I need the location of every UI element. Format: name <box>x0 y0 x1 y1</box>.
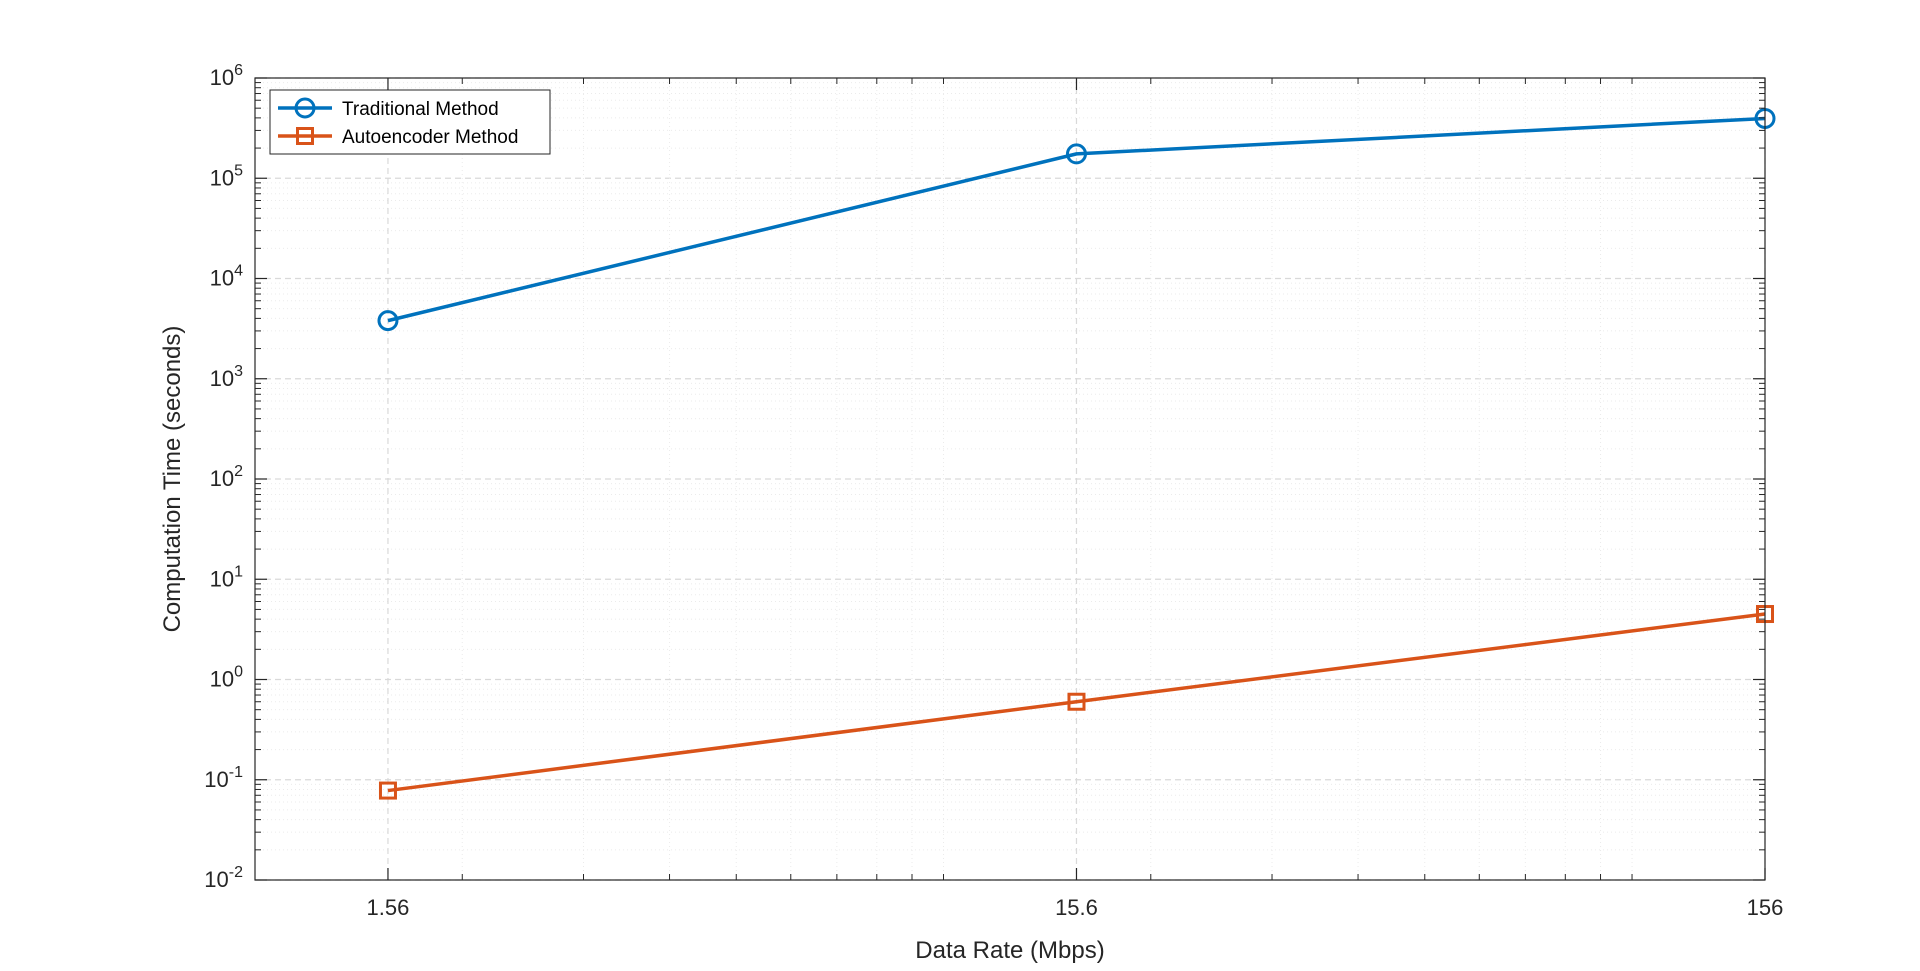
series-point-1 <box>1067 692 1086 711</box>
grid-lines <box>254 77 1766 881</box>
y-tick-label: 101 <box>210 563 243 591</box>
y-tick-exponent: 4 <box>234 263 243 280</box>
y-tick-label: 102 <box>210 463 243 491</box>
y-tick-base: 10 <box>204 767 228 792</box>
y-tick-label: 10-2 <box>204 864 243 892</box>
y-tick-exponent: -2 <box>229 864 243 881</box>
series-point-0 <box>377 310 399 332</box>
y-tick-exponent: 5 <box>234 162 243 179</box>
y-tick-exponent: 0 <box>234 664 243 681</box>
x-axis-title: Data Rate (Mbps) <box>915 937 1104 964</box>
legend-box <box>269 89 551 155</box>
legend-marker-circle-icon <box>294 97 316 119</box>
series-point-1 <box>378 781 397 800</box>
series-point-0 <box>1065 143 1087 165</box>
y-tick-base: 10 <box>210 466 234 491</box>
y-tick-label: 106 <box>210 62 243 90</box>
y-axis-title: Computation Time (seconds) <box>159 326 186 633</box>
plot-series <box>377 107 1776 800</box>
y-tick-exponent: 2 <box>234 463 243 480</box>
axis-ticks <box>254 77 1766 881</box>
y-tick-label: 100 <box>210 664 243 692</box>
y-tick-base: 10 <box>210 65 234 90</box>
y-tick-exponent: -1 <box>229 764 243 781</box>
x-tick-label: 156 <box>1747 895 1784 920</box>
legend-label-autoencoder-method: Autoencoder Method <box>342 127 518 148</box>
legend: Traditional Method Autoencoder Method <box>269 89 551 155</box>
legend-marker-square-icon <box>296 127 314 145</box>
y-tick-exponent: 3 <box>234 363 243 380</box>
y-tick-base: 10 <box>210 266 234 291</box>
x-tick-label: 1.56 <box>367 895 410 920</box>
y-tick-exponent: 1 <box>234 563 243 580</box>
y-tick-base: 10 <box>210 366 234 391</box>
legend-label-traditional-method: Traditional Method <box>342 99 499 120</box>
y-tick-base: 10 <box>210 667 234 692</box>
y-tick-exponent: 6 <box>234 62 243 79</box>
x-tick-label: 15.6 <box>1055 895 1098 920</box>
legend-item-traditional-method: Traditional Method <box>278 97 499 120</box>
series-line-0 <box>387 116 1766 323</box>
y-tick-label: 10-1 <box>204 764 243 792</box>
x-tick-labels: 1.56 15.6 156 <box>367 895 1784 920</box>
series-line-1 <box>387 612 1766 793</box>
y-tick-base: 10 <box>210 566 234 591</box>
y-tick-label: 105 <box>210 162 243 190</box>
y-tick-label: 103 <box>210 363 243 391</box>
y-tick-base: 10 <box>204 867 228 892</box>
y-tick-label: 104 <box>210 263 243 291</box>
y-tick-base: 10 <box>210 165 234 190</box>
legend-item-autoencoder-method: Autoencoder Method <box>278 127 518 148</box>
